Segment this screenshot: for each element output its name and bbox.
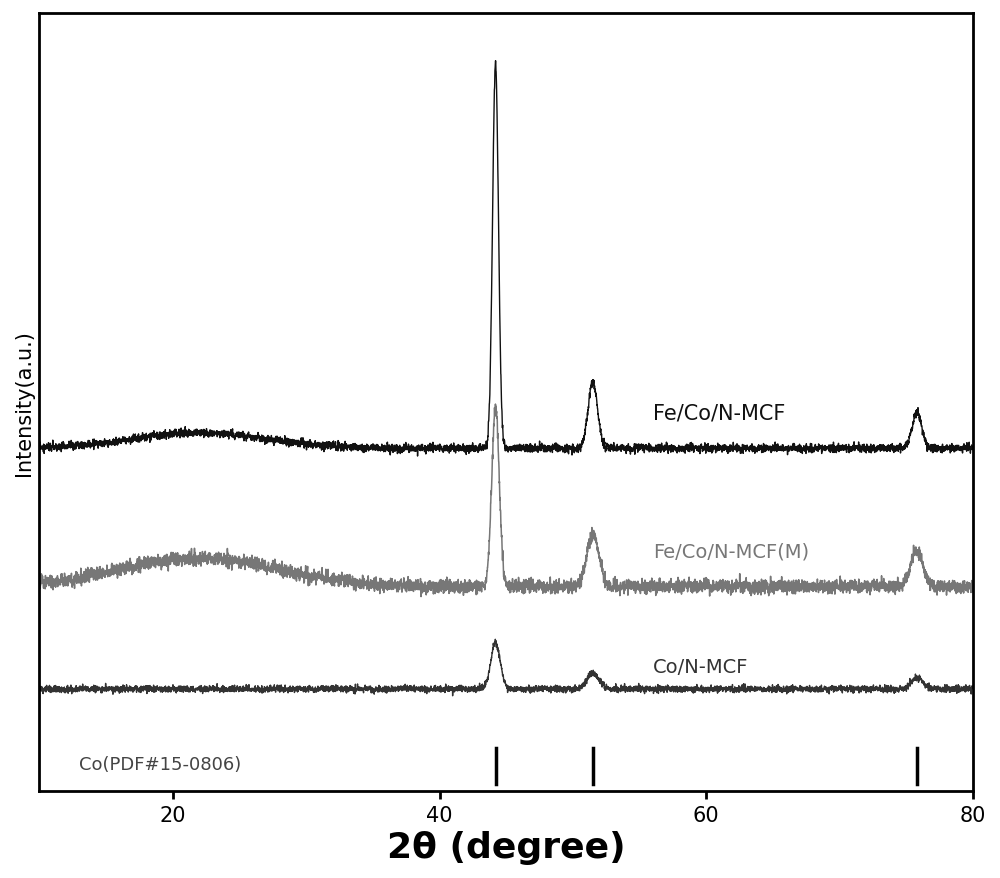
X-axis label: 2θ (degree): 2θ (degree) (387, 831, 625, 864)
Text: Co(PDF#15-0806): Co(PDF#15-0806) (79, 756, 242, 774)
Text: Co/N-MCF: Co/N-MCF (653, 658, 748, 676)
Y-axis label: Intensity(a.u.): Intensity(a.u.) (14, 330, 34, 476)
Text: Fe/Co/N-MCF(M): Fe/Co/N-MCF(M) (653, 543, 809, 561)
Text: Fe/Co/N-MCF: Fe/Co/N-MCF (653, 403, 785, 423)
